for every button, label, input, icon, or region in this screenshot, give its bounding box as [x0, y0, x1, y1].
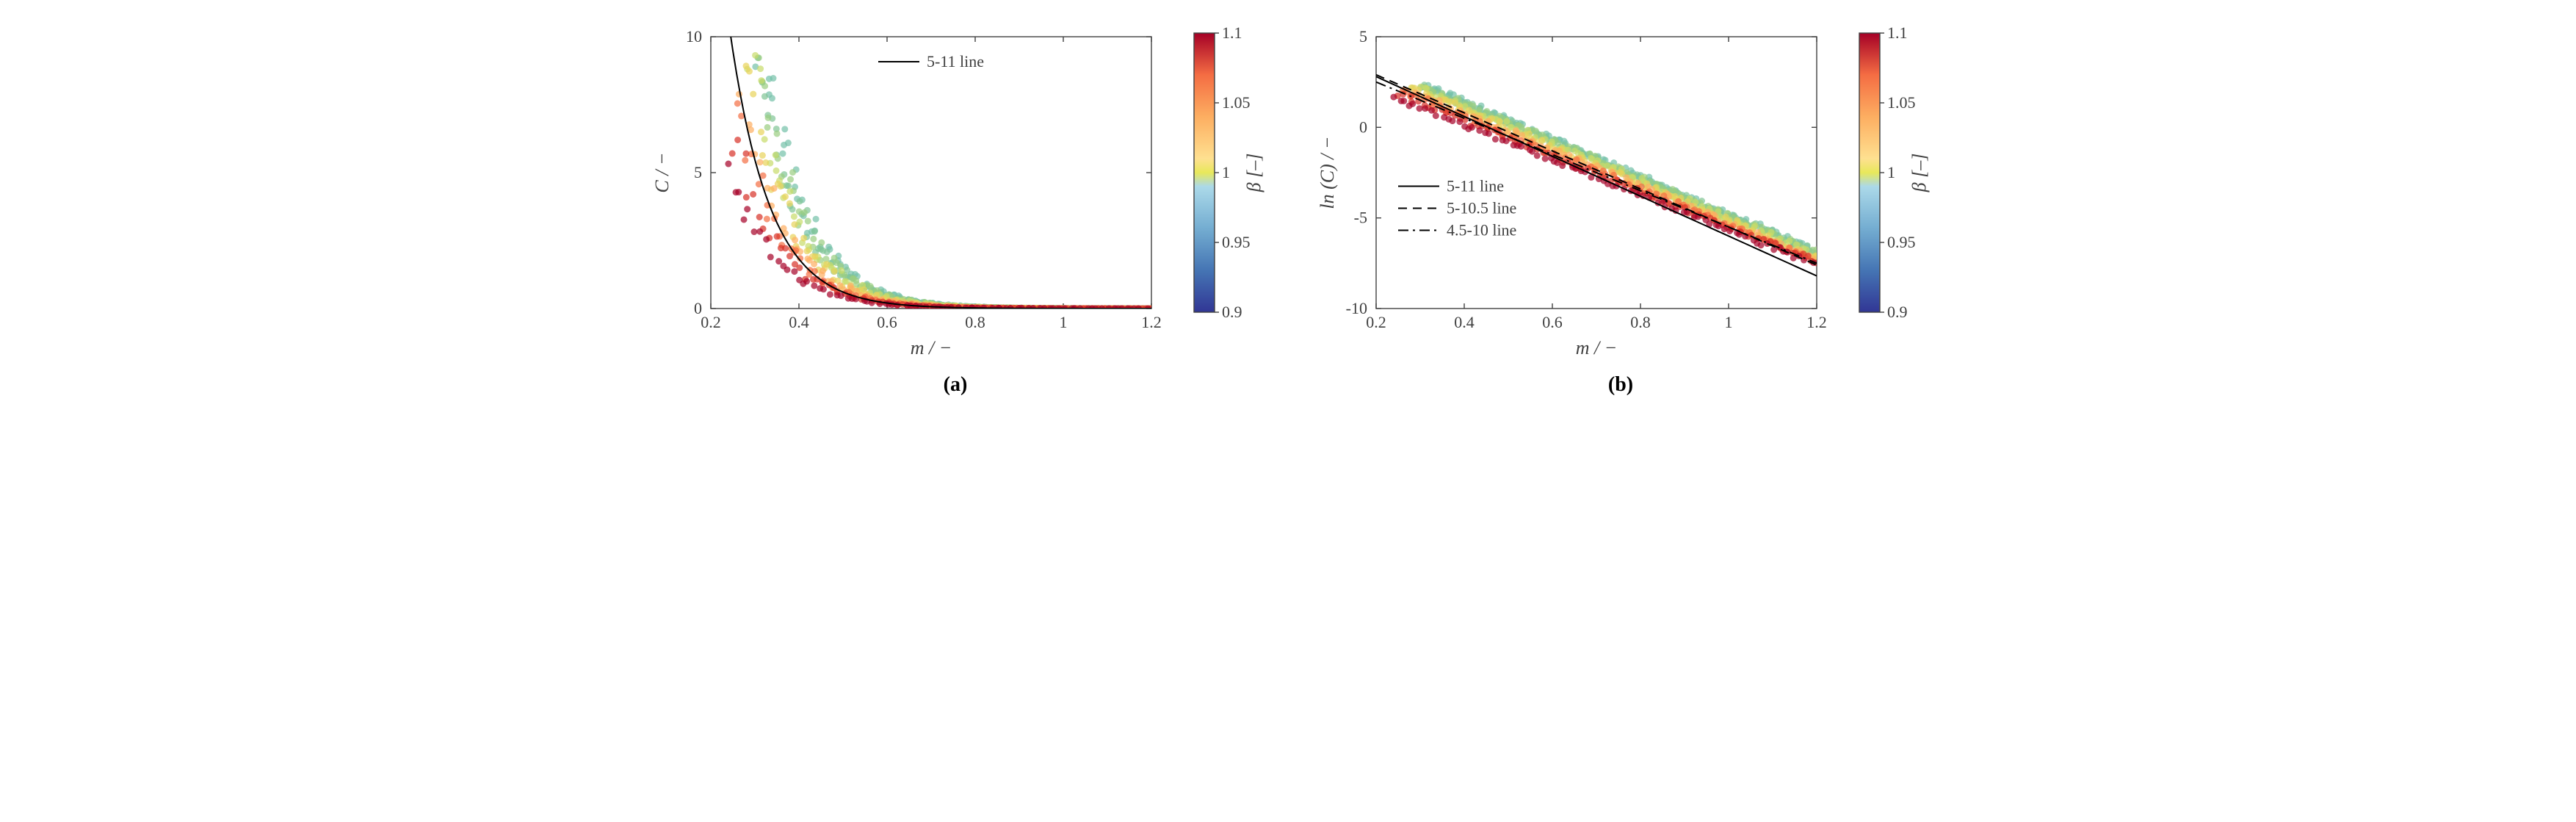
chart-b: 0.2 0.4 0.6 0.8 1 1.2 -10 -5 0 5 m / − ln (C) / − 5-…	[1310, 15, 1931, 367]
svg-text:1: 1	[1060, 313, 1068, 331]
svg-text:10: 10	[686, 27, 702, 46]
svg-text:0.6: 0.6	[1542, 313, 1563, 331]
sublabel-b: (b)	[1608, 373, 1633, 397]
svg-text:1: 1	[1725, 313, 1733, 331]
svg-text:β [–]: β [–]	[1909, 154, 1930, 193]
svg-text:5-11 line: 5-11 line	[927, 52, 984, 71]
svg-text:ln (C) / −: ln (C) / −	[1317, 136, 1338, 209]
svg-text:m / −: m / −	[911, 337, 952, 358]
svg-text:-10: -10	[1346, 299, 1367, 317]
svg-text:4.5-10 line: 4.5-10 line	[1447, 221, 1516, 239]
svg-text:β [–]: β [–]	[1243, 154, 1265, 193]
svg-text:5: 5	[694, 163, 702, 181]
svg-text:0.4: 0.4	[789, 313, 809, 331]
svg-text:-5: -5	[1354, 209, 1367, 227]
panel-b: 0.2 0.4 0.6 0.8 1 1.2 -10 -5 0 5 m / − ln (C) / − 5-…	[1310, 15, 1931, 397]
svg-text:1: 1	[1887, 163, 1895, 181]
svg-text:1: 1	[1222, 163, 1230, 181]
svg-text:1.05: 1.05	[1222, 93, 1251, 112]
svg-text:1.1: 1.1	[1222, 24, 1242, 42]
svg-text:1.05: 1.05	[1887, 93, 1916, 112]
svg-text:5: 5	[1359, 27, 1367, 46]
chart-a: 0.2 0.4 0.6 0.8 1 1.2 0 5 10 m / − C / − 5-11 line 0…	[645, 15, 1266, 367]
svg-text:0.9: 0.9	[1887, 303, 1908, 321]
svg-text:1.2: 1.2	[1141, 313, 1162, 331]
figure-container: 0.20.40.60.811.20510m / −C / −5-11 line0…	[15, 15, 2561, 397]
svg-text:C / −: C / −	[651, 152, 673, 192]
svg-text:m / −: m / −	[1576, 337, 1618, 358]
svg-text:0.4: 0.4	[1454, 313, 1475, 331]
svg-text:0.2: 0.2	[701, 313, 721, 331]
svg-text:0: 0	[694, 299, 702, 317]
svg-text:0.6: 0.6	[877, 313, 897, 331]
sublabel-a: (a)	[944, 373, 968, 397]
svg-text:0.95: 0.95	[1887, 233, 1916, 251]
svg-text:0.9: 0.9	[1222, 303, 1242, 321]
svg-text:0.95: 0.95	[1222, 233, 1251, 251]
svg-text:0.2: 0.2	[1366, 313, 1386, 331]
svg-text:1.2: 1.2	[1806, 313, 1827, 331]
panel-a: 0.2 0.4 0.6 0.8 1 1.2 0 5 10 m / − C / − 5-11 line 0…	[645, 15, 1266, 397]
svg-text:0: 0	[1359, 118, 1367, 136]
svg-text:0.8: 0.8	[1630, 313, 1651, 331]
svg-text:1.1: 1.1	[1887, 24, 1908, 42]
svg-text:0.8: 0.8	[965, 313, 985, 331]
svg-text:5-11 line: 5-11 line	[1447, 177, 1504, 195]
svg-text:5-10.5 line: 5-10.5 line	[1447, 199, 1516, 217]
